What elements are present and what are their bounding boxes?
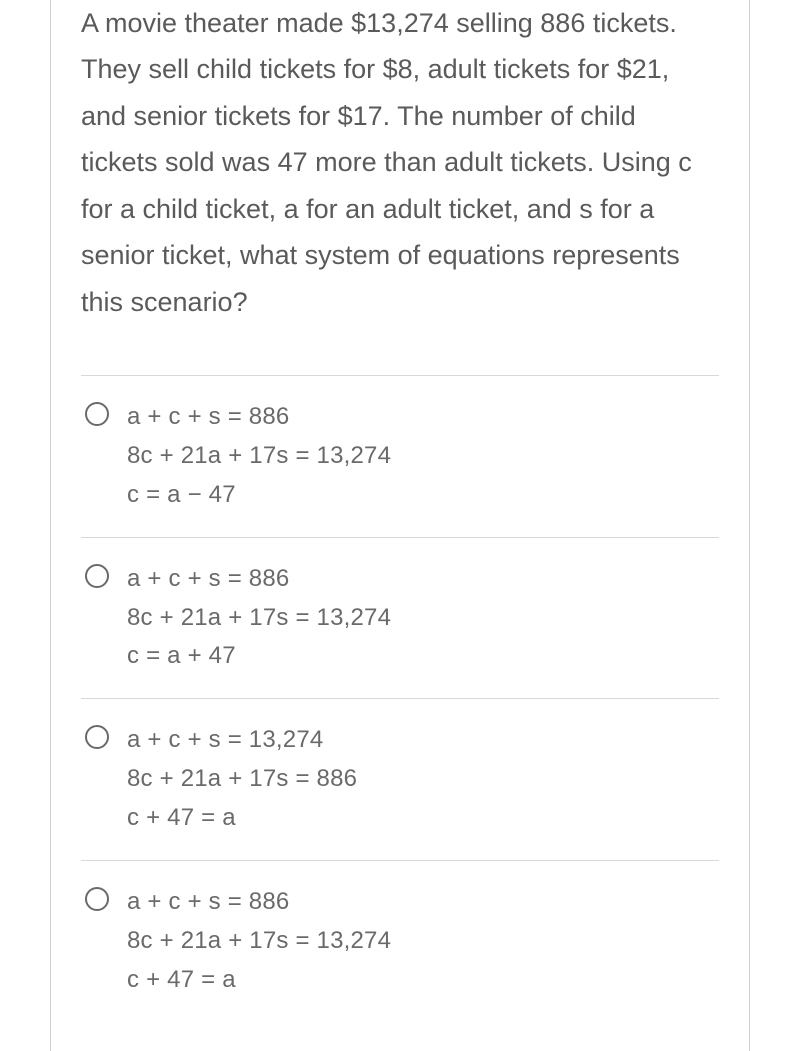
- radio-icon[interactable]: [85, 887, 109, 911]
- radio-icon[interactable]: [85, 725, 109, 749]
- radio-icon[interactable]: [85, 402, 109, 426]
- option-4-equations: a + c + s = 886 8c + 21a + 17s = 13,274 …: [127, 883, 719, 1000]
- option-4[interactable]: a + c + s = 886 8c + 21a + 17s = 13,274 …: [81, 860, 719, 1022]
- equation-line: a + c + s = 886: [127, 398, 719, 437]
- option-2[interactable]: a + c + s = 886 8c + 21a + 17s = 13,274 …: [81, 537, 719, 699]
- equation-line: 8c + 21a + 17s = 886: [127, 760, 719, 799]
- question-text: A movie theater made $13,274 selling 886…: [81, 0, 719, 375]
- equation-line: a + c + s = 886: [127, 560, 719, 599]
- equation-line: 8c + 21a + 17s = 13,274: [127, 437, 719, 476]
- option-3-equations: a + c + s = 13,274 8c + 21a + 17s = 886 …: [127, 721, 719, 838]
- equation-line: c + 47 = a: [127, 799, 719, 838]
- option-3[interactable]: a + c + s = 13,274 8c + 21a + 17s = 886 …: [81, 698, 719, 860]
- equation-line: a + c + s = 886: [127, 883, 719, 922]
- radio-icon[interactable]: [85, 564, 109, 588]
- equation-line: c + 47 = a: [127, 961, 719, 1000]
- equation-line: c = a + 47: [127, 637, 719, 676]
- option-2-equations: a + c + s = 886 8c + 21a + 17s = 13,274 …: [127, 560, 719, 677]
- equation-line: 8c + 21a + 17s = 13,274: [127, 922, 719, 961]
- option-1[interactable]: a + c + s = 886 8c + 21a + 17s = 13,274 …: [81, 375, 719, 537]
- equation-line: 8c + 21a + 17s = 13,274: [127, 599, 719, 638]
- equation-line: a + c + s = 13,274: [127, 721, 719, 760]
- option-1-equations: a + c + s = 886 8c + 21a + 17s = 13,274 …: [127, 398, 719, 515]
- equation-line: c = a − 47: [127, 476, 719, 515]
- question-card: A movie theater made $13,274 selling 886…: [50, 0, 750, 1051]
- options-list: a + c + s = 886 8c + 21a + 17s = 13,274 …: [81, 375, 719, 1022]
